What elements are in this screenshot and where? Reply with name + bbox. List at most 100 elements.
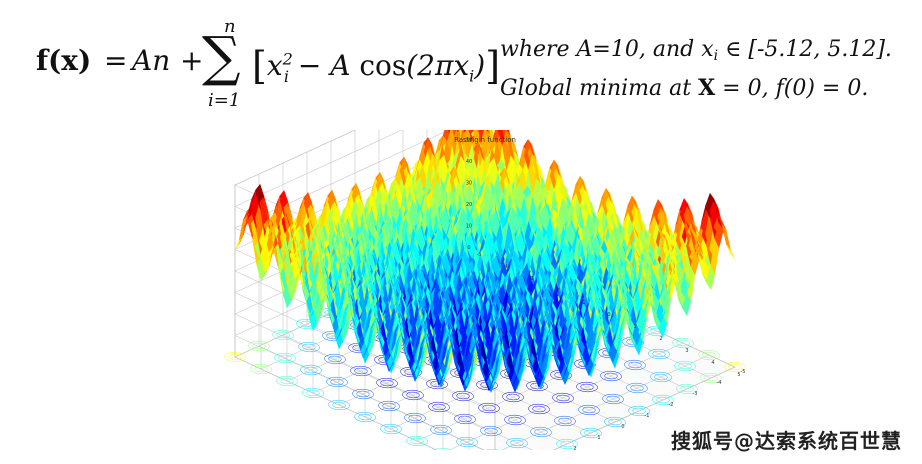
contour-ring <box>702 351 716 359</box>
contour-ring <box>558 417 572 425</box>
contour-ring <box>408 414 422 422</box>
contour-ring <box>248 340 270 352</box>
contour-ring <box>674 360 696 372</box>
contour-ring <box>228 353 242 361</box>
x-tick-label: 5 <box>737 372 740 378</box>
contour-ring <box>626 382 648 394</box>
y-floor-gridline <box>234 356 438 450</box>
x-tick-label: 4 <box>711 360 714 366</box>
contour-ring <box>698 349 720 361</box>
contour-ring <box>328 399 350 411</box>
y-floor-gridline <box>282 334 533 450</box>
contour-ring <box>510 439 524 447</box>
surface-facet <box>726 244 736 260</box>
contour-ring <box>302 387 324 399</box>
contour-ring <box>274 352 296 364</box>
contour-ring <box>700 372 722 384</box>
contour-ring <box>452 390 474 402</box>
contour-ring <box>324 353 346 365</box>
contour-ring <box>630 384 644 392</box>
y-floor-gridline <box>258 345 486 450</box>
contour-ring <box>624 359 646 371</box>
contour-ring <box>298 341 320 353</box>
y-floor-gridline <box>306 323 568 445</box>
contour-ring <box>534 428 548 436</box>
x-tick-label: -3 <box>529 276 534 282</box>
x-tick-label: -5 <box>477 252 482 258</box>
contour-ring <box>300 364 322 376</box>
contour-ring <box>456 392 470 400</box>
contour-ring <box>456 436 478 448</box>
y-tick-label: -1 <box>645 413 650 419</box>
contour-ring <box>406 391 420 399</box>
contour-ring <box>430 424 452 436</box>
contour-ring <box>380 423 402 435</box>
contour-ring <box>328 355 342 363</box>
x-tick-label: 3 <box>685 348 688 354</box>
contour-ring <box>654 373 668 381</box>
contour-ring <box>460 438 474 446</box>
contour-ring <box>252 342 266 350</box>
contour-ring <box>554 415 576 427</box>
contour-ring <box>656 396 670 404</box>
contour-ring <box>550 369 572 381</box>
contour-ring <box>628 361 642 369</box>
y-tick-label: -4 <box>717 380 722 386</box>
contour-ring <box>530 426 552 438</box>
y-tick-label: 0 <box>621 424 624 430</box>
contour-ring <box>604 372 618 380</box>
contour-ring <box>278 354 292 362</box>
contour-ring <box>604 416 626 428</box>
contour-ring <box>400 366 422 378</box>
contour-ring <box>354 411 376 423</box>
y-tick-label: 2 <box>573 446 576 450</box>
contour-ring <box>584 429 598 437</box>
watermark: 搜狐号@达索系统百世慧 <box>671 429 902 453</box>
contour-ring <box>480 425 502 437</box>
contour-ring <box>384 425 398 433</box>
formula-equals: = <box>104 44 128 77</box>
contour-ring <box>724 361 746 373</box>
contour-ring <box>332 401 346 409</box>
contour-ring <box>646 325 668 337</box>
contour-ring <box>648 348 670 360</box>
description-line-2: Global minima at X = 0, f(0) = 0. <box>500 75 869 101</box>
contour-ring <box>606 395 620 403</box>
contour-ring <box>304 366 318 374</box>
y-tick-label: -2 <box>669 402 674 408</box>
rastrigin-formula: f(x) = An + ∑ n i=1 [x2i − A cos(2πxi)] <box>28 16 508 112</box>
formula-sigma: ∑ <box>202 25 241 88</box>
contour-ring <box>578 404 600 416</box>
contour-ring <box>376 377 398 389</box>
contour-ring <box>378 400 400 412</box>
axis-ticks: 01020304050607080-5-4-3-2-1012345-5-4-3-… <box>466 138 746 451</box>
contour-ring <box>382 402 396 410</box>
contour-ring <box>608 418 622 426</box>
contour-ring <box>530 382 544 390</box>
z-tick-label: 10 <box>466 224 472 230</box>
y-tick-label: -3 <box>693 391 698 397</box>
contour-ring <box>254 365 268 373</box>
formula-plus: + <box>180 44 204 77</box>
contour-ring <box>276 331 290 339</box>
contour-ring <box>556 438 578 450</box>
contour-ring <box>276 375 298 387</box>
contour-ring <box>728 363 742 371</box>
contour-ring <box>508 416 522 424</box>
contour-ring <box>428 401 450 413</box>
contour-ring <box>600 370 622 382</box>
contour-ring <box>280 377 294 385</box>
y-tick-label: 1 <box>597 435 600 441</box>
contour-ring <box>354 367 368 375</box>
x-tick-label: -1 <box>581 300 586 306</box>
contour-ring <box>426 378 448 390</box>
contour-ring <box>580 383 594 391</box>
x-tick-label: -4 <box>503 264 508 270</box>
contour-ring <box>330 378 344 386</box>
contour-ring <box>224 351 246 363</box>
surface-facet <box>722 224 731 251</box>
contour-ring <box>430 380 444 388</box>
contour-ring <box>506 437 528 449</box>
y-tick-label: -5 <box>741 369 746 375</box>
contour-ring <box>458 415 472 423</box>
